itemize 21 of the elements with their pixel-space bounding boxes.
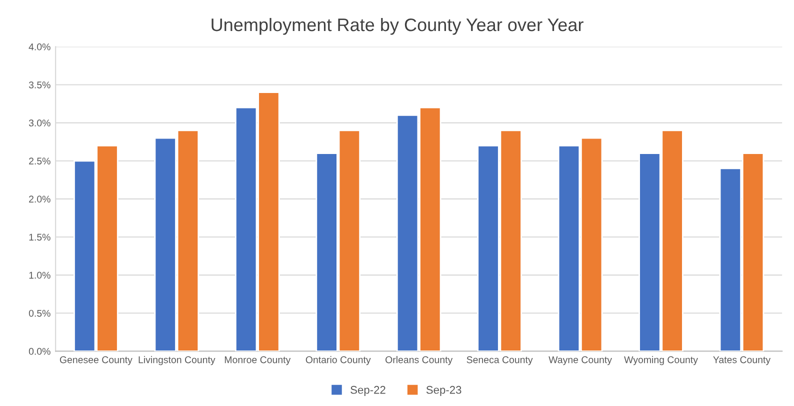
legend-label: Sep-22 xyxy=(350,386,386,396)
x-tick-label: Orleans County xyxy=(386,356,453,366)
y-tick-label: 2.5% xyxy=(29,158,50,164)
x-tick-label: Seneca County xyxy=(466,356,533,366)
x-tick-label: Monroe County xyxy=(224,356,291,366)
x-tick-label: Yates County xyxy=(713,356,771,366)
x-tick-label: Genesee County xyxy=(60,356,132,366)
y-tick-label: 1.0% xyxy=(29,272,50,279)
y-tick-label: 3.0% xyxy=(28,120,50,126)
x-tick-label: Wayne County xyxy=(548,356,612,366)
y-tick-label: 0.0% xyxy=(28,348,50,355)
chart-title: Unemployment Rate by County Year over Year xyxy=(212,18,584,35)
x-tick-label: Wyoming County xyxy=(624,356,698,366)
y-tick-label: 2.0% xyxy=(29,196,50,203)
legend-label: Sep-23 xyxy=(426,386,462,396)
y-tick-label: 3.5% xyxy=(28,81,50,88)
y-tick-label: 1.5% xyxy=(29,234,50,241)
x-tick-label: Livingston County xyxy=(138,356,216,366)
y-tick-label: 0.5% xyxy=(28,310,50,317)
y-tick-label: 4.0% xyxy=(28,43,50,50)
x-tick-label: Ontario County xyxy=(306,356,371,366)
